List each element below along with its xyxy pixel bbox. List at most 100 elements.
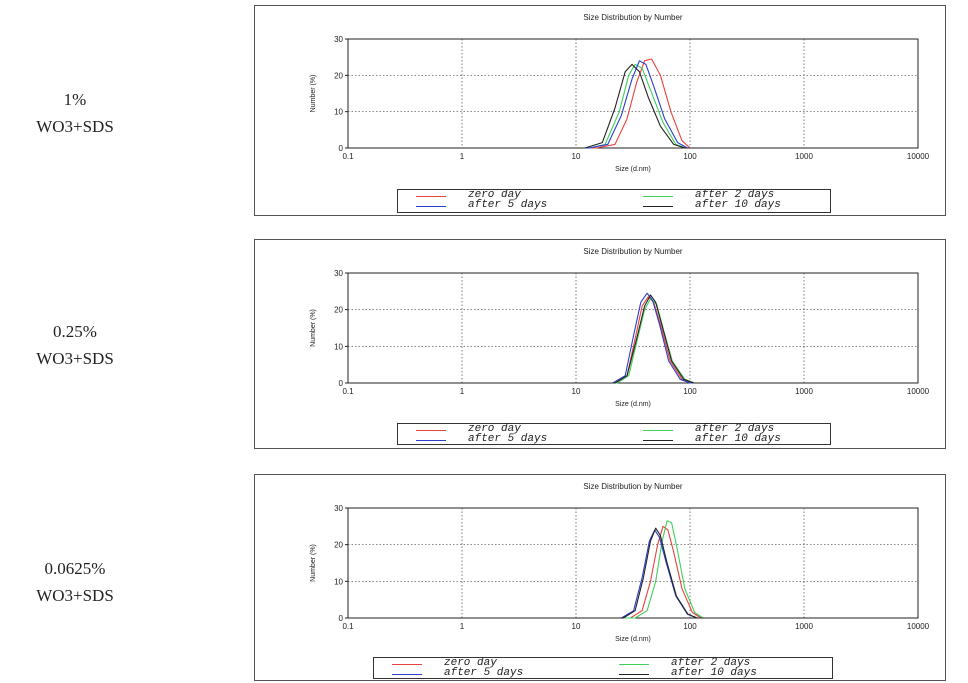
row-label-line: WO3+SDS: [36, 117, 114, 136]
plot-frame: [347, 507, 919, 619]
legend-label: after 2 days: [695, 189, 775, 201]
y-axis-label: Number (%): [310, 309, 317, 347]
series-line: [348, 292, 918, 384]
chart-legend-2: zero day after 2 days after 5 days after 10…: [397, 423, 831, 445]
y-tick-label: 30: [334, 269, 343, 278]
x-axis-label: Size (d.nm): [615, 401, 651, 408]
legend-swatch: [643, 430, 673, 431]
x-axis-label: Size (d.nm): [615, 636, 651, 643]
legend-item: after 10 days: [643, 433, 843, 445]
series-line: [348, 294, 918, 384]
chart-panel-3: Size Distribution by Number 0.1 1 10 100 1000…: [254, 474, 946, 681]
y-axis-label: Number (%): [310, 75, 317, 113]
y-tick-label: 30: [334, 504, 343, 513]
legend-swatch: [619, 674, 649, 675]
y-axis-label: Number (%): [310, 544, 317, 582]
chart-panel-1: Size Distribution by Number 0.1 1 10 100 1000…: [254, 5, 946, 216]
x-tick-label: 0.1: [342, 387, 354, 396]
x-tick-label: 10000: [907, 622, 930, 631]
chart-legend-1: zero day after 2 days after 5 days after 10…: [397, 189, 831, 213]
legend-item: after 5 days: [392, 667, 592, 679]
chart-panel-2: Size Distribution by Number 0.1 1 10 100 1000…: [254, 239, 946, 449]
legend-label: after 5 days: [468, 199, 548, 211]
legend-label: zero day: [468, 423, 521, 435]
plot-frame: [347, 272, 919, 384]
legend-label: after 5 days: [444, 667, 524, 679]
row-label-1: 1% WO3+SDS: [0, 86, 150, 140]
x-tick-label: 10000: [907, 387, 930, 396]
legend-item: zero day: [416, 190, 616, 201]
legend-label: zero day: [444, 657, 497, 669]
legend-swatch: [619, 664, 649, 665]
row-label-line: 0.25%: [53, 322, 97, 341]
x-tick-label: 1000: [795, 387, 813, 396]
y-tick-label: 20: [334, 306, 343, 315]
legend-label: after 2 days: [671, 657, 751, 669]
x-tick-label: 10: [572, 387, 581, 396]
legend-label: after 5 days: [468, 433, 548, 445]
legend-swatch: [643, 440, 673, 441]
legend-item: after 5 days: [416, 433, 616, 445]
row-label-line: 0.0625%: [44, 559, 106, 578]
x-axis-label: Size (d.nm): [615, 166, 651, 173]
chart-title: Size Distribution by Number: [583, 247, 682, 256]
legend-swatch: [392, 664, 422, 665]
row-label-3: 0.0625% WO3+SDS: [0, 555, 150, 609]
series-line: [348, 63, 918, 149]
legend-swatch: [416, 440, 446, 441]
y-tick-label: 20: [334, 541, 343, 550]
x-tick-label: 0.1: [342, 152, 354, 161]
series-line: [348, 58, 918, 149]
series-line: [348, 60, 918, 149]
x-tick-label: 100: [683, 387, 697, 396]
legend-swatch: [416, 206, 446, 207]
series-line: [348, 527, 918, 619]
series-line: [348, 520, 918, 619]
legend-swatch: [643, 206, 673, 207]
y-tick-label: 0: [339, 614, 344, 623]
legend-swatch: [643, 196, 673, 197]
y-tick-label: 10: [334, 108, 343, 117]
legend-swatch: [392, 674, 422, 675]
x-tick-label: 100: [683, 152, 697, 161]
legend-item: after 10 days: [643, 199, 843, 211]
x-tick-label: 1000: [795, 152, 813, 161]
x-tick-label: 1: [460, 152, 465, 161]
y-tick-label: 10: [334, 342, 343, 351]
x-tick-label: 1: [460, 387, 465, 396]
series-line: [348, 529, 918, 619]
legend-item: after 2 days: [643, 423, 843, 435]
x-tick-label: 10: [572, 622, 581, 631]
legend-label: after 10 days: [695, 433, 781, 445]
legend-item: zero day: [416, 423, 616, 435]
legend-swatch: [416, 196, 446, 197]
row-label-2: 0.25% WO3+SDS: [0, 318, 150, 372]
x-tick-label: 0.1: [342, 622, 354, 631]
row-label-line: WO3+SDS: [36, 586, 114, 605]
x-tick-label: 1000: [795, 622, 813, 631]
x-tick-label: 10: [572, 152, 581, 161]
chart-legend-3: zero day after 2 days after 5 days after 10…: [373, 657, 833, 679]
legend-item: after 2 days: [643, 189, 843, 201]
legend-label: after 10 days: [671, 667, 757, 679]
legend-swatch: [416, 430, 446, 431]
y-tick-label: 0: [339, 379, 344, 388]
plot-frame: [347, 38, 919, 149]
x-tick-label: 100: [683, 622, 697, 631]
y-tick-label: 0: [339, 144, 344, 153]
legend-item: zero day: [392, 657, 592, 669]
row-label-line: 1%: [63, 90, 87, 109]
legend-label: after 10 days: [695, 199, 781, 211]
legend-label: after 2 days: [695, 423, 775, 435]
series-line: [348, 525, 918, 619]
y-tick-label: 10: [334, 577, 343, 586]
legend-item: after 2 days: [619, 657, 819, 669]
legend-item: after 10 days: [619, 667, 819, 679]
y-tick-label: 30: [334, 35, 343, 44]
chart-title: Size Distribution by Number: [583, 13, 682, 22]
legend-item: after 5 days: [416, 199, 616, 211]
x-tick-label: 10000: [907, 152, 930, 161]
